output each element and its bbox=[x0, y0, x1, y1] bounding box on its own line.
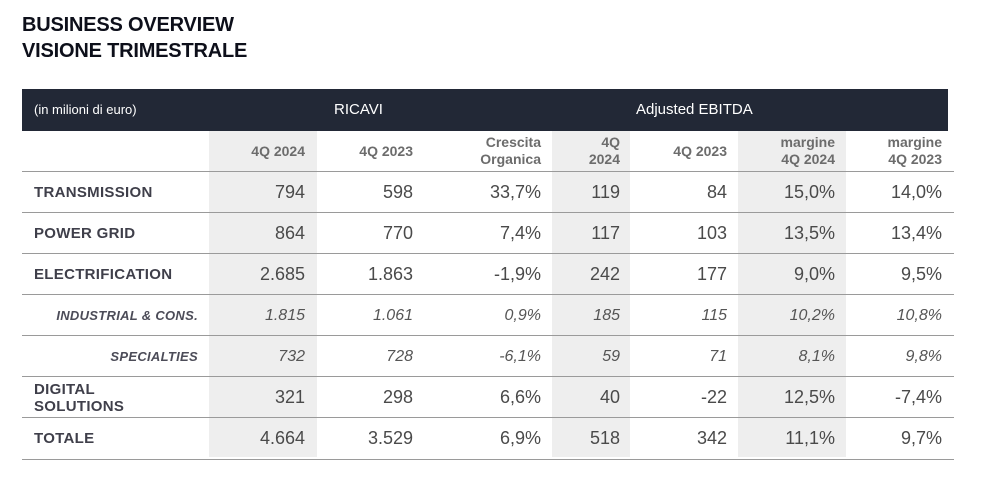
unit-label: (in milioni di euro) bbox=[34, 102, 137, 117]
row-label: SPECIALTIES bbox=[110, 336, 198, 377]
row-label-line-1: TOTALE bbox=[34, 430, 95, 447]
row-label: ELECTRIFICATION bbox=[34, 254, 172, 295]
table-cell: 9,5% bbox=[900, 264, 942, 284]
column-header-line-2: 4Q 2023 bbox=[888, 151, 942, 167]
row-label: TRANSMISSION bbox=[34, 172, 153, 213]
table-cell: 119 bbox=[591, 182, 620, 202]
row-label: DIGITAL SOLUTIONS bbox=[34, 377, 124, 418]
table-cell: 10,8% bbox=[896, 307, 942, 324]
table-row: DIGITAL SOLUTIONS 321 298 6,6% 40 -22 12,5% -7,4… bbox=[22, 376, 954, 418]
table-cell: 177 bbox=[696, 264, 727, 284]
column-header-line-1: 4Q 2024 bbox=[251, 142, 305, 159]
table-cell: 3.529 bbox=[367, 428, 413, 448]
table-cell: -7,4% bbox=[894, 387, 942, 407]
table-cell: 1.815 bbox=[264, 307, 305, 324]
column-header-line-1: margine bbox=[780, 134, 835, 150]
table-cell: 14,0% bbox=[890, 182, 942, 202]
table-cell: 1.061 bbox=[372, 307, 413, 324]
table-cell: 33,7% bbox=[489, 182, 541, 202]
table-row: INDUSTRIAL & CONS. 1.815 1.061 0,9% 185 115 10… bbox=[22, 294, 954, 336]
table-cell: 12,5% bbox=[783, 387, 835, 407]
table-cell: 185 bbox=[593, 307, 620, 324]
column-header-line-1: Crescita bbox=[485, 134, 541, 150]
table-header-band: (in milioni di euro) RICAVI Adjusted EBI… bbox=[22, 89, 948, 131]
table-cell: 728 bbox=[386, 348, 413, 365]
table-row: TOTALE 4.664 3.529 6,9% 518 342 11,1% 9,7% bbox=[22, 417, 954, 460]
table-cell: 6,6% bbox=[499, 387, 541, 407]
table-cell: 9,8% bbox=[905, 348, 942, 365]
table-cell: 321 bbox=[274, 387, 305, 407]
row-label-line-1: INDUSTRIAL & CONS. bbox=[56, 308, 198, 323]
table-cell: 15,0% bbox=[783, 182, 835, 202]
table-cell: 115 bbox=[701, 307, 727, 324]
table-row: SPECIALTIES 732 728 -6,1% 59 71 8,1% 9,8% bbox=[22, 335, 954, 377]
row-label-line-2: SOLUTIONS bbox=[34, 397, 125, 415]
column-header-4: 4Q 2024 bbox=[510, 131, 620, 171]
column-header-1: 4Q 2024 bbox=[195, 131, 305, 171]
table-cell: 40 bbox=[599, 387, 620, 407]
table-cell: 794 bbox=[274, 182, 305, 202]
row-label-line-1: ELECTRIFICATION bbox=[34, 266, 173, 283]
table-cell: 2.685 bbox=[259, 264, 305, 284]
table-cell: 59 bbox=[602, 348, 620, 365]
table-cell: 242 bbox=[589, 264, 620, 284]
row-label-line-1: TRANSMISSION bbox=[34, 184, 153, 201]
table-row: POWER GRID 864 770 7,4% 117 103 13,5% 13,4% bbox=[22, 212, 954, 254]
column-header-line-2: 4Q 2024 bbox=[781, 151, 835, 167]
column-header-5: 4Q 2023 bbox=[617, 131, 727, 171]
table-cell: 598 bbox=[382, 182, 413, 202]
row-label: POWER GRID bbox=[34, 213, 135, 254]
table-cell: 84 bbox=[706, 182, 727, 202]
table-row: TRANSMISSION 794 598 33,7% 119 84 15,0% 14,0% bbox=[22, 171, 954, 213]
table-cell: 6,9% bbox=[499, 428, 541, 448]
table-cell: 864 bbox=[274, 223, 305, 243]
table-cell: 13,5% bbox=[783, 223, 835, 243]
column-header-6: margine 4Q 2024 bbox=[725, 131, 835, 171]
table-cell: 7,4% bbox=[499, 223, 541, 243]
row-label-line-1: POWER GRID bbox=[34, 225, 136, 242]
group-header-adjusted-ebitda: Adjusted EBITDA bbox=[636, 101, 753, 118]
table-cell: 10,2% bbox=[789, 307, 835, 324]
table-cell: -6,1% bbox=[499, 348, 541, 365]
table-cell: 11,1% bbox=[785, 428, 835, 448]
table-cell: 518 bbox=[589, 428, 620, 448]
table-cell: 9,7% bbox=[900, 428, 942, 448]
table-cell: 298 bbox=[382, 387, 413, 407]
table-cell: 0,9% bbox=[504, 307, 541, 324]
table-cell: -22 bbox=[700, 387, 727, 407]
table-cell: 1.863 bbox=[367, 264, 413, 284]
column-header-7: margine 4Q 2023 bbox=[832, 131, 942, 171]
column-header-line-2: Organica bbox=[480, 151, 541, 167]
table-cell: 71 bbox=[709, 348, 727, 365]
column-header-line-1: 4Q 2023 bbox=[359, 142, 413, 159]
table-row: ELECTRIFICATION 2.685 1.863 -1,9% 242 177 9,0%… bbox=[22, 253, 954, 295]
table-cell: 732 bbox=[278, 348, 305, 365]
table-cell: 8,1% bbox=[798, 348, 835, 365]
row-label-line-1: DIGITAL bbox=[34, 380, 95, 398]
table-cell: 117 bbox=[591, 223, 620, 243]
table-cell: 770 bbox=[382, 223, 413, 243]
row-label-line-1: SPECIALTIES bbox=[110, 349, 198, 364]
column-header-3: Crescita Organica bbox=[431, 131, 541, 171]
row-label: TOTALE bbox=[34, 418, 94, 459]
column-header-line-2: 2024 bbox=[588, 151, 620, 167]
column-header-line-1: margine bbox=[887, 134, 942, 150]
table-cell: 342 bbox=[696, 428, 727, 448]
table-cell: 103 bbox=[696, 223, 727, 243]
page-title: BUSINESS OVERVIEW VISIONE TRIMESTRALE bbox=[22, 12, 247, 64]
title-line-1: BUSINESS OVERVIEW bbox=[22, 14, 234, 36]
group-header-ricavi: RICAVI bbox=[334, 101, 383, 118]
table-cell: -1,9% bbox=[493, 264, 541, 284]
column-header-line-1: 4Q bbox=[601, 134, 620, 150]
row-label: INDUSTRIAL & CONS. bbox=[56, 295, 198, 336]
table-cell: 9,0% bbox=[793, 264, 835, 284]
column-header-2: 4Q 2023 bbox=[303, 131, 413, 171]
title-line-2: VISIONE TRIMESTRALE bbox=[22, 40, 248, 62]
table-cell: 4.664 bbox=[259, 428, 305, 448]
column-header-line-1: 4Q 2023 bbox=[673, 142, 727, 159]
table-cell: 13,4% bbox=[890, 223, 942, 243]
